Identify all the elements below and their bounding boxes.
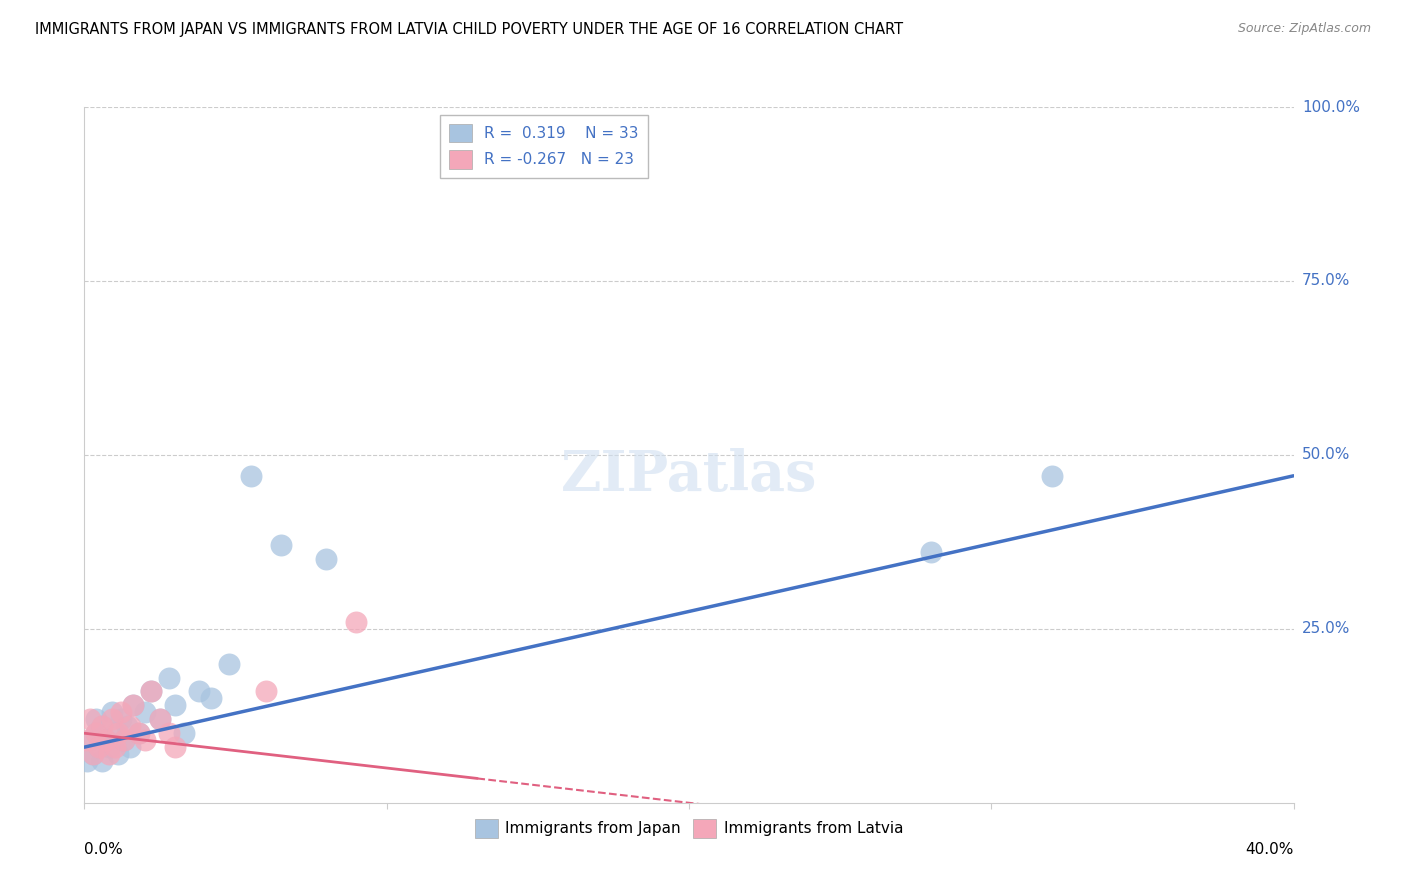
Text: 25.0%: 25.0% bbox=[1302, 622, 1350, 636]
Point bbox=[270, 538, 292, 552]
Point bbox=[128, 726, 150, 740]
Point bbox=[110, 712, 132, 726]
Text: ZIPatlas: ZIPatlas bbox=[561, 449, 817, 503]
Point bbox=[128, 726, 150, 740]
Point bbox=[79, 733, 101, 747]
Point bbox=[94, 733, 117, 747]
Point bbox=[239, 468, 262, 483]
Point bbox=[118, 740, 141, 755]
Legend: Immigrants from Japan, Immigrants from Latvia: Immigrants from Japan, Immigrants from L… bbox=[468, 813, 910, 844]
Point bbox=[1040, 468, 1063, 483]
Point bbox=[134, 733, 156, 747]
Point bbox=[104, 726, 127, 740]
Text: Source: ZipAtlas.com: Source: ZipAtlas.com bbox=[1237, 22, 1371, 36]
Point bbox=[86, 712, 108, 726]
Point bbox=[920, 545, 942, 559]
Point bbox=[107, 747, 129, 761]
Point bbox=[254, 684, 277, 698]
Point bbox=[188, 684, 211, 698]
Point bbox=[91, 754, 114, 768]
Point bbox=[100, 712, 122, 726]
Point bbox=[76, 754, 98, 768]
Point bbox=[157, 726, 180, 740]
Point bbox=[97, 740, 120, 755]
Point bbox=[76, 733, 98, 747]
Point bbox=[94, 733, 117, 747]
Point bbox=[107, 726, 129, 740]
Point bbox=[121, 698, 143, 713]
Point bbox=[97, 747, 120, 761]
Point bbox=[134, 706, 156, 720]
Text: 50.0%: 50.0% bbox=[1302, 448, 1350, 462]
Point bbox=[200, 691, 222, 706]
Point bbox=[86, 726, 108, 740]
Point bbox=[104, 740, 127, 755]
Point bbox=[82, 747, 104, 761]
Point bbox=[79, 712, 101, 726]
Text: IMMIGRANTS FROM JAPAN VS IMMIGRANTS FROM LATVIA CHILD POVERTY UNDER THE AGE OF 1: IMMIGRANTS FROM JAPAN VS IMMIGRANTS FROM… bbox=[35, 22, 903, 37]
Point bbox=[173, 726, 195, 740]
Text: 0.0%: 0.0% bbox=[84, 842, 124, 856]
Point bbox=[100, 706, 122, 720]
Text: 100.0%: 100.0% bbox=[1302, 100, 1360, 114]
Point bbox=[91, 719, 114, 733]
Point bbox=[89, 740, 111, 755]
Point bbox=[157, 671, 180, 685]
Point bbox=[112, 733, 135, 747]
Point bbox=[139, 684, 162, 698]
Text: 40.0%: 40.0% bbox=[1246, 842, 1294, 856]
Point bbox=[165, 698, 187, 713]
Point bbox=[89, 740, 111, 755]
Point bbox=[346, 615, 368, 629]
Point bbox=[115, 719, 138, 733]
Point bbox=[112, 733, 135, 747]
Point bbox=[218, 657, 240, 671]
Point bbox=[110, 706, 132, 720]
Point bbox=[118, 719, 141, 733]
Text: 75.0%: 75.0% bbox=[1302, 274, 1350, 288]
Point bbox=[121, 698, 143, 713]
Point bbox=[91, 719, 114, 733]
Point bbox=[165, 740, 187, 755]
Point bbox=[149, 712, 172, 726]
Point bbox=[149, 712, 172, 726]
Point bbox=[315, 552, 337, 566]
Point bbox=[82, 747, 104, 761]
Point bbox=[86, 726, 108, 740]
Point bbox=[139, 684, 162, 698]
